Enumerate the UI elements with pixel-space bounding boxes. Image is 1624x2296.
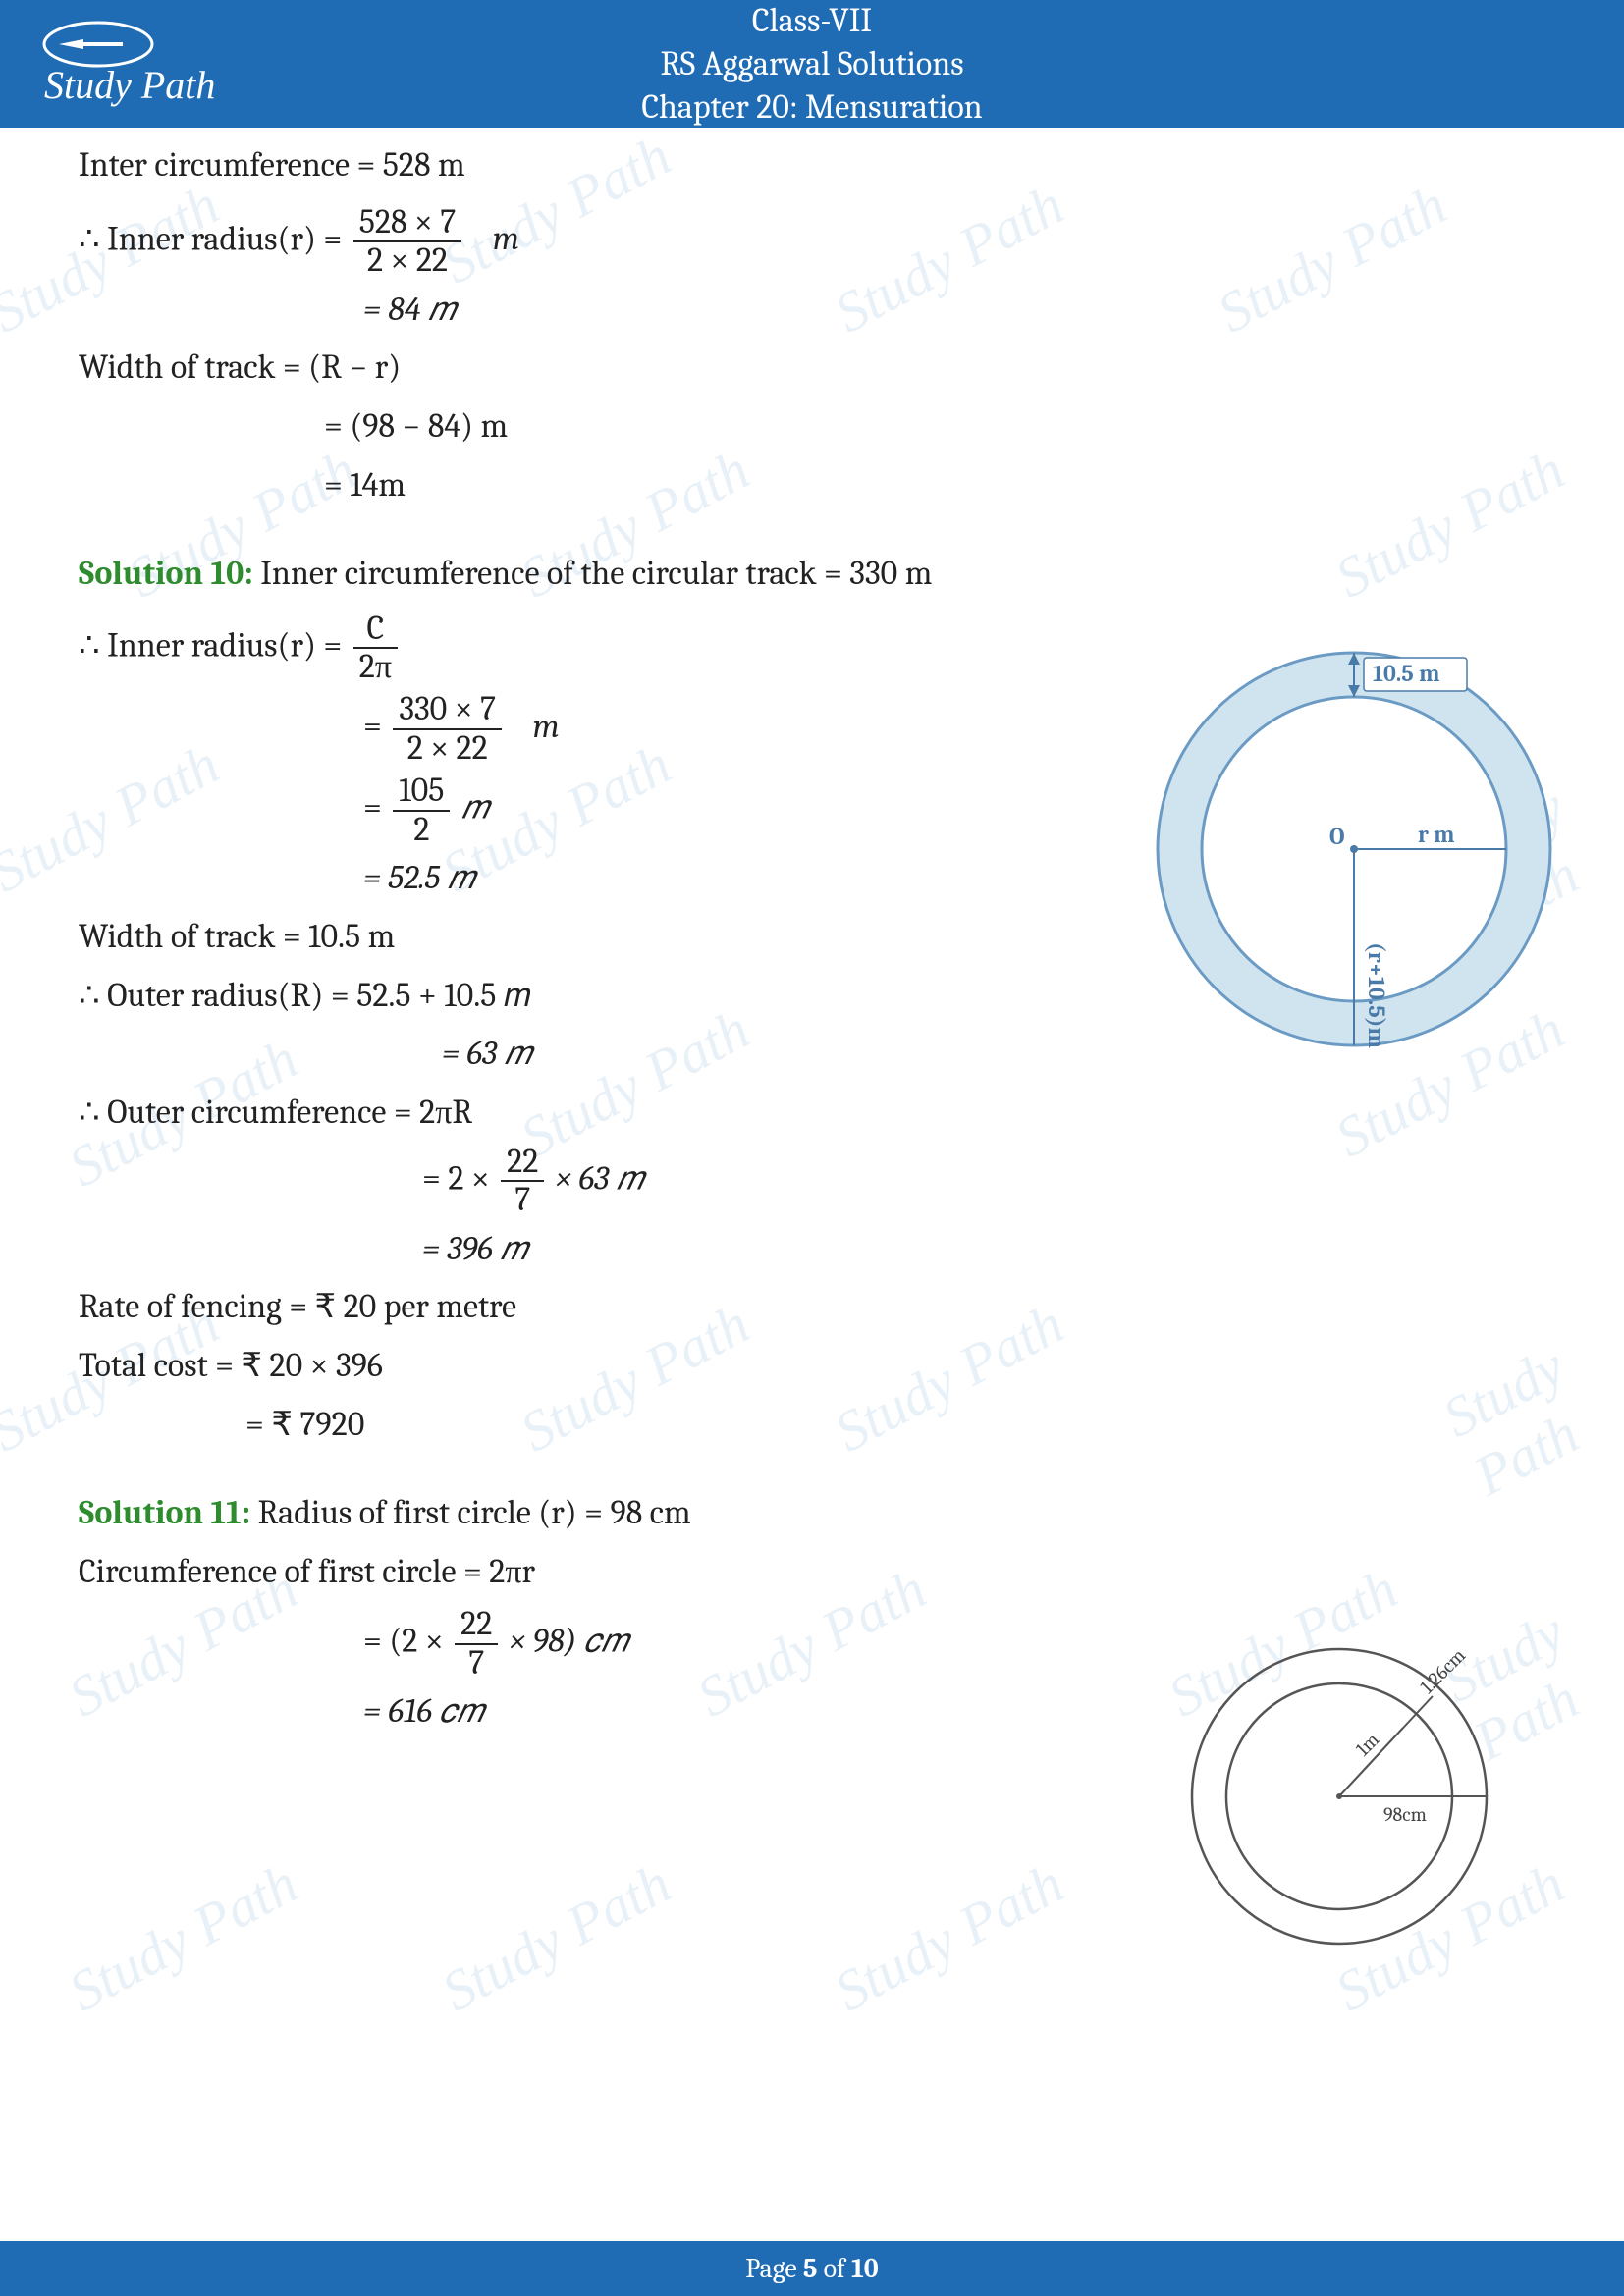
- solution-label: Solution 11:: [79, 1493, 250, 1532]
- concentric-circles-diagram: 1.26cm 1m 98cm: [1172, 1639, 1506, 1953]
- watermark: Study Path: [58, 1850, 308, 2025]
- sol9-line4: Width of track = (R − r): [79, 340, 1545, 397]
- page-header: Study Path Class-VII RS Aggarwal Solutio…: [0, 0, 1624, 128]
- sol10-line9: ∴ Outer circumference = 2πR: [79, 1085, 1545, 1142]
- logo: Study Path: [29, 15, 226, 117]
- sol10-line10: = 2 × 22 7 × 63 𝑚: [79, 1144, 1545, 1219]
- sol11-line2: Circumference of first circle = 2πr: [79, 1544, 1545, 1601]
- sol11-heading: Solution 11: Radius of first circle (r) …: [79, 1485, 1545, 1542]
- radius-label: r m: [1418, 821, 1455, 848]
- fraction: 105 2: [393, 773, 450, 848]
- radius-label: 98cm: [1383, 1803, 1427, 1826]
- header-titles: Class-VII RS Aggarwal Solutions Chapter …: [29, 0, 1595, 129]
- content-area: Inter circumference = 528 m ∴ Inner radi…: [0, 128, 1624, 1782]
- solution-label: Solution 10:: [79, 554, 253, 593]
- fraction: 22 7: [501, 1144, 544, 1219]
- sol10-line14: = ₹ 7920: [79, 1397, 1545, 1454]
- sol10-heading: Solution 10: Inner circumference of the …: [79, 546, 1545, 603]
- sol10-line11: = 396 𝑚: [79, 1221, 1545, 1278]
- fraction: C 2π: [353, 611, 398, 686]
- watermark: Study Path: [431, 1850, 681, 2025]
- width-label: 10.5 m: [1373, 660, 1439, 687]
- fraction: 330 × 7 2 × 22: [393, 691, 502, 767]
- sol10-line13: Total cost = ₹ 20 × 396: [79, 1338, 1545, 1395]
- fraction: 22 7: [455, 1606, 498, 1682]
- sol9-line2: ∴ Inner radius(r) = 528 × 7 2 × 22 m: [79, 204, 1545, 280]
- sol9-line1: Inter circumference = 528 m: [79, 137, 1545, 194]
- chapter-title: Chapter 20: Mensuration: [29, 85, 1595, 129]
- circular-track-diagram: 10.5 m O r m (r+10.5)m: [1143, 638, 1565, 1060]
- page-total: 10: [851, 2253, 879, 2284]
- sol9-line6: = 14m: [79, 457, 1545, 514]
- sol10-line12: Rate of fencing = ₹ 20 per metre: [79, 1279, 1545, 1336]
- center-label: O: [1329, 823, 1345, 850]
- class-title: Class-VII: [29, 0, 1595, 42]
- sol9-line3: = 84 𝑚: [79, 282, 1545, 339]
- fraction: 528 × 7 2 × 22: [353, 204, 461, 280]
- sol9-line5: = (98 − 84) m: [79, 399, 1545, 455]
- outer-radius-label: (r+10.5)m: [1363, 942, 1390, 1048]
- page-current: 5: [803, 2253, 818, 2284]
- page-footer: Page 5 of 10: [0, 2241, 1624, 2296]
- logo-text: Study Path: [44, 63, 215, 107]
- book-title: RS Aggarwal Solutions: [29, 42, 1595, 85]
- inner-label: 1m: [1351, 1729, 1383, 1761]
- watermark: Study Path: [824, 1850, 1074, 2025]
